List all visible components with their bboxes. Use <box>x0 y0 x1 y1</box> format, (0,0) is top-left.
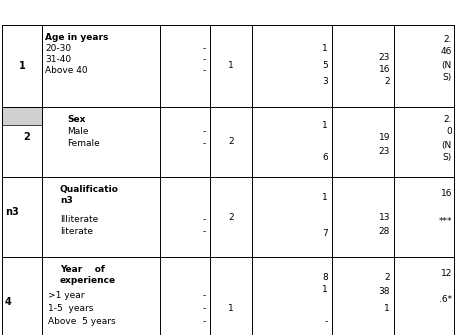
Text: 13: 13 <box>378 213 390 222</box>
Text: 1: 1 <box>322 44 328 53</box>
Text: Above 40: Above 40 <box>45 66 87 75</box>
Text: 4: 4 <box>5 297 12 307</box>
Text: -: - <box>203 44 206 53</box>
Text: 46: 46 <box>441 47 452 56</box>
Text: 3: 3 <box>322 77 328 86</box>
Text: 23: 23 <box>379 53 390 62</box>
Text: -: - <box>203 127 206 136</box>
Text: -: - <box>203 291 206 300</box>
Text: 2.: 2. <box>443 115 452 124</box>
Text: Qualificatio: Qualificatio <box>60 185 119 194</box>
Text: experience: experience <box>60 276 116 285</box>
Text: Female: Female <box>67 139 100 148</box>
Text: n3: n3 <box>5 207 19 217</box>
Text: 31-40: 31-40 <box>45 55 71 64</box>
Text: -: - <box>203 304 206 313</box>
Text: 19: 19 <box>378 133 390 142</box>
Text: (N: (N <box>442 61 452 70</box>
Text: 5: 5 <box>322 61 328 70</box>
Text: 8: 8 <box>322 273 328 282</box>
Text: literate: literate <box>60 227 93 236</box>
Text: 2: 2 <box>228 212 234 221</box>
Text: 1: 1 <box>228 62 234 70</box>
Text: 2: 2 <box>228 137 234 146</box>
Text: 2: 2 <box>24 132 30 142</box>
Text: -: - <box>203 227 206 236</box>
Text: 23: 23 <box>379 147 390 156</box>
Text: Above  5 years: Above 5 years <box>48 317 115 326</box>
Text: -: - <box>203 215 206 224</box>
Text: 2.: 2. <box>443 35 452 44</box>
Text: 20-30: 20-30 <box>45 44 71 53</box>
Text: 16: 16 <box>441 189 452 198</box>
Text: 1: 1 <box>228 304 234 313</box>
Text: 1-5  years: 1-5 years <box>48 304 93 313</box>
Text: 1: 1 <box>19 61 25 71</box>
Text: 1: 1 <box>322 285 328 294</box>
Text: 28: 28 <box>379 227 390 236</box>
Text: 7: 7 <box>322 229 328 238</box>
Text: -: - <box>203 66 206 75</box>
Text: ***: *** <box>438 217 452 226</box>
Text: Sex: Sex <box>67 115 85 124</box>
Text: -: - <box>325 317 328 326</box>
Text: -: - <box>203 55 206 64</box>
Bar <box>2 107 42 125</box>
Text: Year    of: Year of <box>60 265 105 274</box>
Text: 2: 2 <box>384 77 390 86</box>
Text: (N: (N <box>442 141 452 150</box>
Text: 1: 1 <box>322 193 328 202</box>
Text: 6: 6 <box>322 153 328 162</box>
Text: S): S) <box>443 153 452 162</box>
Text: >1 year: >1 year <box>48 291 84 300</box>
Text: 12: 12 <box>441 269 452 278</box>
Text: -: - <box>203 139 206 148</box>
Text: -: - <box>203 317 206 326</box>
Text: n3: n3 <box>60 196 73 205</box>
Text: Age in years: Age in years <box>45 33 109 42</box>
Text: 1: 1 <box>384 304 390 313</box>
Text: Illiterate: Illiterate <box>60 215 98 224</box>
Text: 16: 16 <box>378 65 390 74</box>
Text: S): S) <box>443 73 452 82</box>
Text: Male: Male <box>67 127 88 136</box>
Text: 1: 1 <box>322 121 328 130</box>
Text: 38: 38 <box>378 287 390 296</box>
Text: .6*: .6* <box>439 295 452 304</box>
Text: 0: 0 <box>446 127 452 136</box>
Text: 2: 2 <box>384 273 390 282</box>
